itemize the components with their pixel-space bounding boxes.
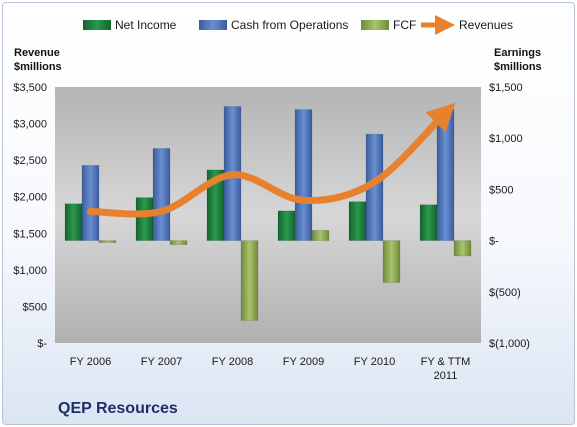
category-label: FY 2010 bbox=[354, 356, 395, 368]
cash-from-operations-bar bbox=[81, 165, 100, 241]
right-tick-label: $500 bbox=[489, 184, 513, 196]
left-axis-title-line2: $millions bbox=[14, 61, 62, 73]
fcf-bar bbox=[240, 240, 259, 321]
left-tick-label: $1,000 bbox=[13, 265, 47, 277]
cash-from-operations-bar bbox=[294, 109, 313, 241]
category-label: FY 2009 bbox=[283, 356, 324, 368]
legend-label-fcf: FCF bbox=[393, 18, 416, 32]
net-income-bar bbox=[135, 197, 154, 241]
net-income-bar bbox=[348, 201, 367, 241]
fcf-bar bbox=[98, 240, 117, 243]
right-tick-label: $1,500 bbox=[489, 82, 523, 94]
legend-swatch-fcf bbox=[361, 20, 389, 30]
right-tick-label: $1,000 bbox=[489, 133, 523, 145]
right-tick-label: $(500) bbox=[489, 287, 521, 299]
legend-label-revenues: Revenues bbox=[459, 18, 513, 32]
bars bbox=[64, 106, 472, 321]
left-tick-label: $3,500 bbox=[13, 82, 47, 94]
right-axis-ticks: $(1,000) $(500) $- $500 $1,000 $1,500 bbox=[489, 82, 530, 350]
fcf-bar bbox=[382, 240, 401, 283]
right-tick-label: $- bbox=[489, 236, 499, 248]
category-label: FY 2007 bbox=[141, 356, 182, 368]
left-tick-label: $2,000 bbox=[13, 192, 47, 204]
chart-title: QEP Resources bbox=[58, 400, 178, 417]
left-tick-label: $- bbox=[37, 338, 47, 350]
left-tick-label: $500 bbox=[23, 301, 47, 313]
legend-label-cash-from-operations: Cash from Operations bbox=[231, 18, 348, 32]
revenues-line bbox=[87, 102, 456, 218]
left-tick-label: $3,000 bbox=[13, 119, 47, 131]
right-axis-title-line1: Earnings bbox=[494, 47, 541, 59]
category-label-line2: 2011 bbox=[434, 370, 458, 382]
legend-swatch-net-income bbox=[83, 20, 111, 30]
cash-from-operations-bar bbox=[152, 148, 171, 241]
net-income-bar bbox=[64, 203, 83, 241]
net-income-bar bbox=[419, 204, 438, 241]
legend-swatch-cash-from-operations bbox=[199, 20, 227, 30]
revenue-line-layer bbox=[87, 102, 456, 218]
left-axis-ticks: $- $500 $1,000 $1,500 $2,000 $2,500 $3,000 $3,5… bbox=[13, 82, 47, 350]
category-labels: FY 2006 FY 2007 FY 2008 FY 2009 FY 2010 FY & … bbox=[70, 356, 471, 382]
net-income-bar bbox=[277, 210, 296, 241]
fcf-bar bbox=[453, 240, 472, 257]
right-tick-label: $(1,000) bbox=[489, 338, 530, 350]
cash-from-operations-bar bbox=[436, 109, 455, 241]
legend-label-net-income: Net Income bbox=[115, 18, 177, 32]
right-axis-title-line2: $millions bbox=[494, 61, 542, 73]
left-tick-label: $1,500 bbox=[13, 228, 47, 240]
category-label: FY 2006 bbox=[70, 356, 111, 368]
chart-svg: Net Income Cash from Operations FCF Revenue… bbox=[13, 15, 542, 382]
legend: Net Income Cash from Operations FCF Revenue… bbox=[83, 15, 513, 35]
left-axis-title-line1: Revenue bbox=[14, 47, 60, 59]
fcf-bar bbox=[311, 230, 330, 241]
fcf-bar bbox=[169, 240, 188, 245]
category-label: FY 2008 bbox=[212, 356, 253, 368]
category-label-line1: FY & TTM bbox=[421, 356, 471, 368]
left-tick-label: $2,500 bbox=[13, 155, 47, 167]
